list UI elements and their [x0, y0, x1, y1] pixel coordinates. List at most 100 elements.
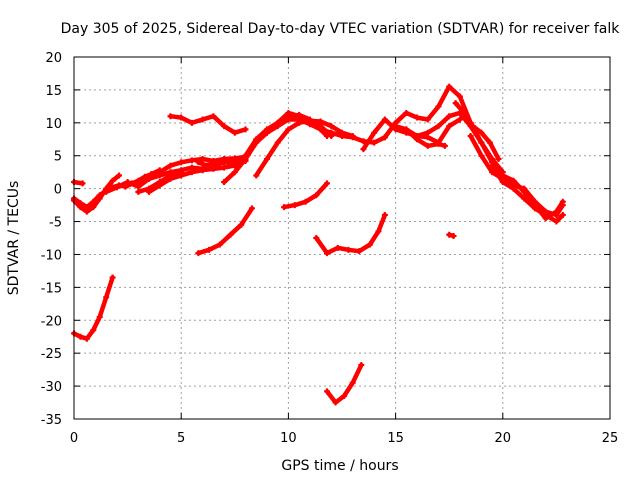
data-point	[77, 204, 84, 211]
data-point	[83, 208, 90, 215]
y-axis-title: SDTVAR / TECUs	[6, 181, 22, 296]
data-point	[90, 204, 97, 211]
data-point	[167, 113, 174, 120]
data-point	[109, 274, 116, 281]
y-tick-label: -15	[41, 281, 62, 296]
data-point	[341, 392, 348, 399]
series-arc-22	[453, 100, 501, 162]
data-point	[274, 123, 281, 130]
data-point	[212, 159, 219, 166]
axis-ticks: 0 5 10 15 20 25 -35 -30 -25 -20 -15 -10 -5 0 5 10 15 20	[41, 51, 619, 446]
data-point	[467, 132, 474, 139]
x-tick-label: 25	[602, 431, 619, 446]
y-tick-label: 5	[54, 150, 62, 165]
data-point	[424, 116, 431, 123]
data-point	[178, 169, 185, 176]
data-point	[371, 129, 378, 136]
data-point	[253, 172, 260, 179]
data-point	[450, 233, 457, 240]
data-point	[178, 159, 185, 166]
data-point	[210, 165, 217, 172]
data-point	[188, 157, 195, 164]
data-point	[313, 235, 320, 241]
data-point	[199, 116, 206, 123]
data-point	[499, 172, 506, 179]
data-point	[188, 119, 195, 126]
y-tick-label: 15	[45, 84, 62, 99]
data-point	[334, 244, 341, 251]
data-point	[332, 399, 339, 406]
data-point	[328, 129, 335, 136]
data-point	[221, 157, 228, 164]
data-point	[146, 175, 153, 182]
data-point	[199, 156, 206, 163]
data-point	[542, 215, 549, 222]
x-tick-label: 20	[495, 431, 512, 446]
data-point	[206, 246, 213, 253]
data-point	[156, 179, 163, 186]
y-tick-label: 20	[45, 51, 62, 66]
data-point	[446, 83, 453, 90]
data-point	[435, 103, 442, 110]
data-point	[231, 129, 238, 136]
data-point	[371, 139, 378, 146]
data-point	[317, 126, 324, 133]
data-point	[381, 116, 388, 123]
data-point	[274, 139, 281, 146]
data-point	[510, 185, 517, 192]
data-point	[79, 180, 86, 187]
data-point	[263, 156, 270, 163]
data-point	[360, 146, 367, 153]
data-point	[231, 159, 238, 166]
data-point	[221, 179, 228, 186]
data-point	[349, 134, 356, 141]
data-point	[210, 113, 217, 120]
y-tick-label: -35	[41, 413, 62, 428]
y-tick-label: 0	[54, 183, 62, 198]
data-point	[323, 388, 330, 395]
data-point	[559, 198, 566, 205]
data-point	[221, 164, 228, 171]
data-point	[553, 218, 560, 225]
data-point	[495, 156, 502, 163]
data-point	[456, 93, 463, 100]
data-point	[375, 228, 382, 235]
data-point	[291, 202, 298, 209]
plot-area	[71, 83, 566, 406]
series-arc-24	[489, 163, 566, 224]
data-point	[317, 118, 324, 125]
data-point	[446, 231, 453, 238]
data-point	[414, 114, 421, 121]
data-point	[435, 123, 442, 130]
data-point	[281, 204, 288, 211]
y-tick-label: -25	[41, 347, 62, 362]
data-point	[156, 169, 163, 176]
y-tick-label: 10	[45, 117, 62, 132]
data-point	[238, 221, 245, 228]
data-point	[313, 192, 320, 199]
data-point	[499, 179, 506, 186]
y-tick-label: -30	[41, 380, 62, 395]
chart-title: Day 305 of 2025, Sidereal Day-to-day VTE…	[61, 21, 621, 37]
data-point	[231, 169, 238, 176]
data-point	[285, 109, 292, 116]
data-point	[469, 123, 476, 130]
data-point	[403, 126, 410, 133]
data-point	[403, 109, 410, 116]
data-point	[521, 188, 528, 195]
y-tick-label: -20	[41, 314, 62, 329]
data-point	[302, 198, 309, 205]
data-point	[178, 114, 185, 121]
data-point	[478, 152, 485, 159]
data-point	[424, 142, 431, 149]
data-point	[381, 211, 388, 218]
data-point	[339, 132, 345, 139]
data-point	[227, 231, 234, 238]
data-point	[510, 177, 517, 184]
data-point	[135, 188, 142, 195]
data-point	[306, 121, 313, 128]
data-point	[167, 162, 174, 169]
x-tick-label: 0	[70, 431, 78, 446]
data-point	[478, 139, 485, 146]
